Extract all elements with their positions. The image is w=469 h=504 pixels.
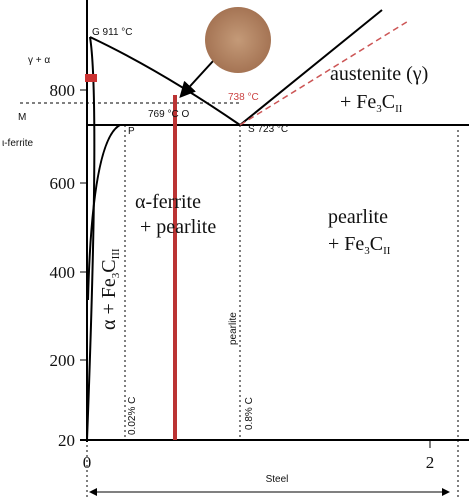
point-label: 738 °C [228,92,259,103]
y-tick: 20 [58,431,75,450]
y-tick: 600 [50,174,76,193]
line-label: 0.02% C [127,397,138,435]
phase-label: austenite (γ) [330,63,428,85]
x-range-label: Steel [266,474,289,485]
phase-label: pearlite [328,206,388,228]
y-tick: 200 [50,351,76,370]
x-tick: 2 [426,453,435,472]
point-label: P [128,126,135,137]
y-tick: 400 [50,263,76,282]
microstructure [205,7,271,73]
point-label: G 911 °C [92,27,133,38]
x-tick: 0 [83,453,92,472]
phase-label: α-ferrite [135,191,201,213]
phase-label: α + Fe3CIII [98,248,122,330]
point-label: S 723 °C [248,124,288,135]
line-label: pearlite [228,312,239,345]
y-tick: 800 [50,81,76,100]
phase-label: ι-ferrite [2,138,34,149]
phase-label: + Fe3CII [340,91,403,115]
phase-diagram: 800 600 400 200 20 0 2 Steel G 911 °C M … [0,0,469,504]
phase-label: + Fe3CII [328,233,391,257]
line-label: 0.8% C [244,397,255,430]
phase-label: γ + α [28,55,50,66]
point-label: 769 °C O [148,109,189,120]
phase-label: + pearlite [140,216,216,238]
point-label: M [18,112,26,123]
